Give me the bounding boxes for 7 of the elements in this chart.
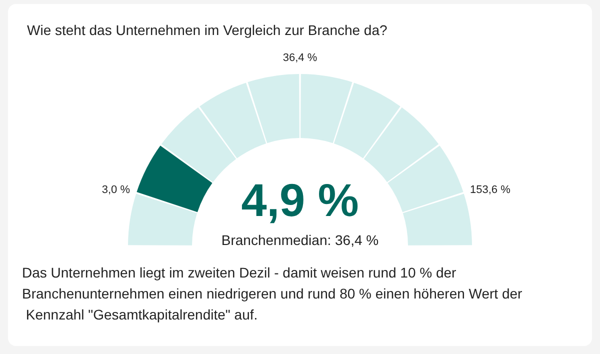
chart-title: Wie steht das Unternehmen im Vergleich zur Branche da? <box>27 22 388 38</box>
text: 36,4 % <box>282 52 318 64</box>
text: 153,6 % <box>470 184 511 196</box>
text: 3,0 % <box>102 184 130 196</box>
text: 4,9 % <box>241 174 359 226</box>
text: Das Unternehmen liegt im zweiten Dezil - damit weisen rund 10 % der Branchenunternehmen einen niedrigeren und rund 80 % einen höheren Wert der Kennzahl "Gesamtkapitalrendite" auf. <box>22 264 523 322</box>
text: Branchenmedian: 36,4 % <box>221 232 379 248</box>
